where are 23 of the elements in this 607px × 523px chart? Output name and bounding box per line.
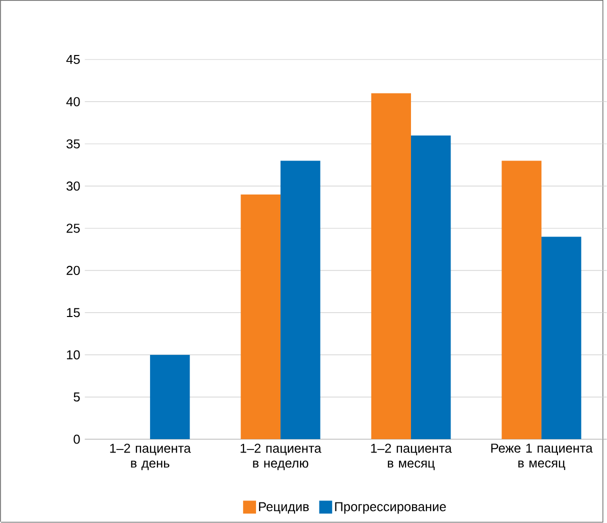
legend-label: Рецидив	[259, 502, 309, 514]
y-tick-label: 40	[66, 97, 80, 106]
legend-label: Прогрессирование	[335, 502, 446, 514]
y-tick-label: 30	[66, 182, 80, 191]
bar	[371, 93, 411, 440]
x-tick-label: 1–2 пациента в день	[110, 444, 191, 470]
y-tick-label: 5	[74, 392, 80, 402]
bar	[150, 354, 190, 440]
x-tick-label: 1–2 пациента в неделю	[240, 444, 322, 470]
y-tick-label: 20	[66, 266, 80, 276]
bar	[280, 160, 320, 440]
bar	[240, 194, 281, 440]
y-tick-label: 35	[66, 139, 80, 149]
bar	[502, 160, 542, 440]
y-tick-label: 0	[74, 434, 80, 444]
bar	[410, 136, 451, 440]
x-tick-label: Реже 1 пациента в месяц	[491, 444, 593, 470]
y-tick-label: 45	[66, 55, 80, 64]
y-tick-label: 10	[66, 350, 80, 360]
bar	[541, 236, 582, 440]
y-tick-label: 15	[66, 308, 80, 318]
x-tick-label: 1–2 пациента в месяц	[371, 444, 452, 470]
y-tick-label: 25	[66, 224, 80, 233]
